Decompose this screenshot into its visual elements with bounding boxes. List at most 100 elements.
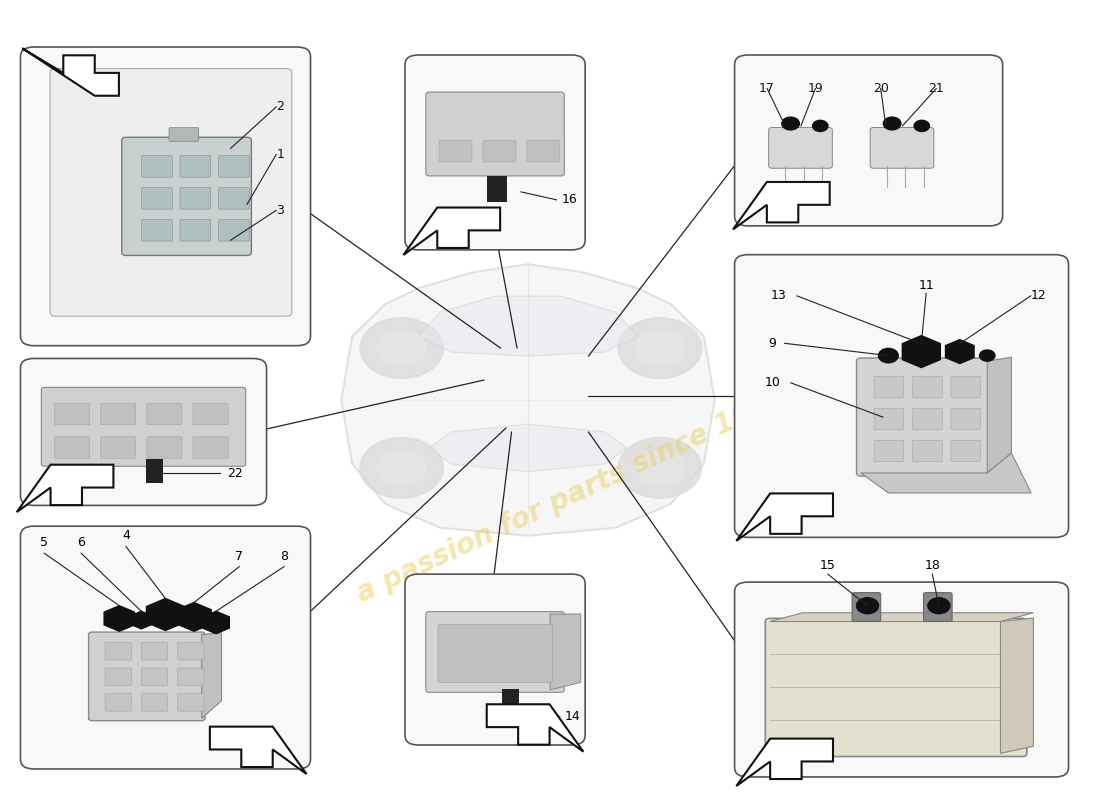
FancyBboxPatch shape: [924, 593, 953, 622]
Text: 10: 10: [764, 376, 780, 390]
Polygon shape: [1000, 618, 1033, 754]
FancyBboxPatch shape: [766, 618, 1026, 757]
FancyBboxPatch shape: [21, 526, 310, 769]
Circle shape: [857, 598, 879, 614]
FancyBboxPatch shape: [426, 612, 564, 692]
FancyBboxPatch shape: [106, 694, 131, 711]
FancyBboxPatch shape: [219, 219, 250, 241]
Polygon shape: [404, 207, 500, 255]
FancyBboxPatch shape: [874, 440, 904, 462]
Polygon shape: [550, 614, 581, 690]
Text: 14: 14: [564, 710, 580, 723]
FancyBboxPatch shape: [913, 440, 943, 462]
FancyBboxPatch shape: [405, 55, 585, 250]
Text: 1: 1: [276, 148, 284, 161]
Polygon shape: [201, 633, 221, 718]
FancyBboxPatch shape: [141, 668, 167, 686]
Polygon shape: [16, 465, 113, 512]
FancyBboxPatch shape: [487, 176, 507, 202]
Polygon shape: [429, 424, 627, 472]
FancyBboxPatch shape: [101, 437, 135, 458]
FancyBboxPatch shape: [192, 437, 228, 458]
FancyBboxPatch shape: [913, 376, 943, 398]
Circle shape: [360, 318, 443, 378]
Circle shape: [883, 117, 901, 130]
Text: 22: 22: [227, 467, 243, 480]
FancyBboxPatch shape: [952, 440, 981, 462]
FancyBboxPatch shape: [145, 459, 163, 483]
FancyBboxPatch shape: [55, 403, 90, 425]
Text: 4: 4: [122, 530, 130, 542]
FancyBboxPatch shape: [527, 141, 560, 162]
Text: 5: 5: [41, 536, 48, 549]
Polygon shape: [22, 48, 119, 96]
FancyBboxPatch shape: [122, 138, 252, 255]
FancyBboxPatch shape: [177, 694, 204, 711]
Text: 15: 15: [820, 558, 836, 572]
Polygon shape: [736, 738, 833, 786]
Text: 16: 16: [561, 194, 578, 206]
Circle shape: [618, 318, 702, 378]
FancyBboxPatch shape: [219, 187, 250, 209]
Polygon shape: [987, 357, 1011, 473]
Text: 6: 6: [77, 536, 85, 549]
Text: 11: 11: [918, 279, 934, 292]
Text: a passion for parts since 1985: a passion for parts since 1985: [352, 383, 792, 608]
FancyBboxPatch shape: [21, 358, 266, 506]
Text: 21: 21: [928, 82, 944, 95]
Text: 2: 2: [276, 101, 284, 114]
FancyBboxPatch shape: [180, 219, 211, 241]
FancyBboxPatch shape: [106, 642, 131, 660]
FancyBboxPatch shape: [101, 403, 135, 425]
Polygon shape: [341, 264, 715, 536]
FancyBboxPatch shape: [952, 376, 981, 398]
Text: 13: 13: [771, 290, 786, 302]
Circle shape: [813, 120, 828, 131]
FancyBboxPatch shape: [219, 156, 250, 177]
FancyBboxPatch shape: [169, 128, 199, 142]
FancyBboxPatch shape: [952, 408, 981, 430]
FancyBboxPatch shape: [735, 254, 1068, 538]
Polygon shape: [210, 726, 307, 774]
FancyBboxPatch shape: [502, 689, 519, 713]
Circle shape: [782, 117, 800, 130]
Circle shape: [980, 350, 994, 361]
FancyBboxPatch shape: [177, 642, 204, 660]
FancyBboxPatch shape: [852, 593, 881, 622]
Polygon shape: [418, 296, 638, 356]
FancyBboxPatch shape: [180, 187, 211, 209]
Text: 7: 7: [235, 550, 243, 562]
Circle shape: [360, 438, 443, 498]
Circle shape: [636, 330, 684, 366]
Polygon shape: [861, 453, 1031, 493]
FancyBboxPatch shape: [192, 403, 228, 425]
FancyBboxPatch shape: [142, 219, 173, 241]
FancyBboxPatch shape: [769, 127, 833, 168]
Text: 9: 9: [769, 337, 777, 350]
FancyBboxPatch shape: [146, 403, 182, 425]
FancyBboxPatch shape: [735, 582, 1068, 777]
FancyBboxPatch shape: [141, 694, 167, 711]
Circle shape: [879, 349, 899, 362]
Text: 18: 18: [924, 558, 940, 572]
Text: 20: 20: [872, 82, 889, 95]
Polygon shape: [486, 704, 583, 752]
FancyBboxPatch shape: [857, 358, 991, 476]
FancyBboxPatch shape: [21, 47, 310, 346]
FancyBboxPatch shape: [106, 668, 131, 686]
FancyBboxPatch shape: [89, 632, 205, 721]
Circle shape: [928, 598, 950, 614]
FancyBboxPatch shape: [439, 141, 472, 162]
Polygon shape: [733, 182, 829, 230]
Circle shape: [636, 450, 684, 486]
FancyBboxPatch shape: [483, 141, 516, 162]
FancyBboxPatch shape: [142, 187, 173, 209]
Text: 8: 8: [280, 550, 288, 562]
FancyBboxPatch shape: [735, 55, 1002, 226]
Circle shape: [377, 330, 426, 366]
FancyBboxPatch shape: [874, 408, 904, 430]
FancyBboxPatch shape: [142, 156, 173, 177]
FancyBboxPatch shape: [874, 376, 904, 398]
Text: 3: 3: [276, 204, 284, 217]
FancyBboxPatch shape: [870, 127, 934, 168]
